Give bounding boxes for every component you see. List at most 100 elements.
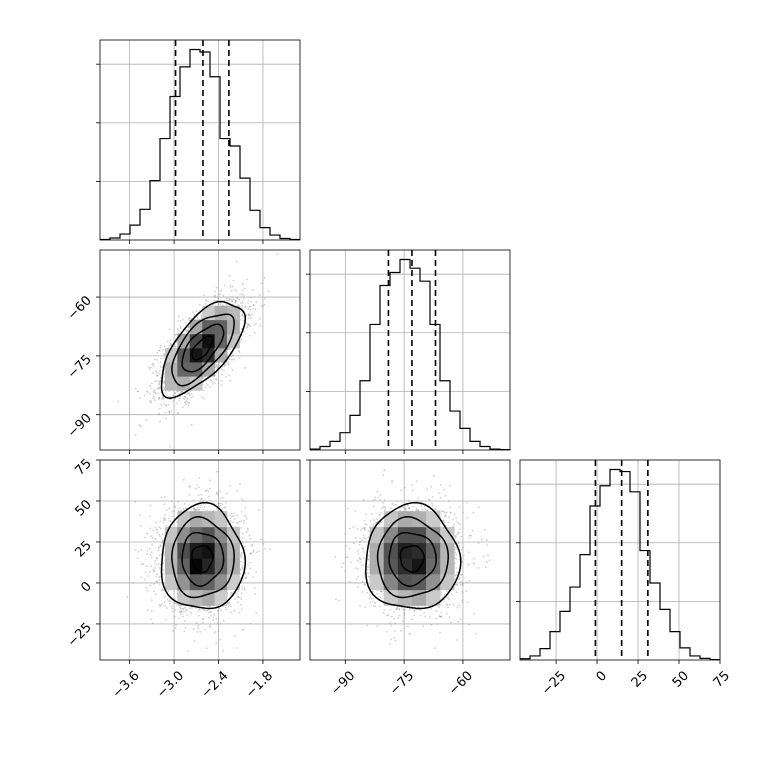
scatter-point: [253, 331, 256, 334]
scatter-point: [243, 561, 245, 564]
scatter-point: [237, 601, 239, 604]
scatter-point: [217, 382, 220, 385]
scatter-point: [164, 404, 167, 407]
scatter-point: [369, 519, 372, 522]
scatter-point: [377, 496, 380, 499]
scatter-point: [186, 393, 189, 396]
scatter-point: [251, 544, 254, 547]
scatter-point: [400, 506, 403, 509]
scatter-point: [369, 601, 372, 604]
scatter-point: [208, 616, 211, 619]
scatter-point: [447, 521, 450, 524]
scatter-point: [411, 483, 414, 486]
panel-frame: [99, 459, 301, 661]
scatter-point: [219, 490, 222, 493]
scatter-point: [202, 500, 205, 502]
scatter-point: [204, 628, 207, 631]
scatter-point: [204, 386, 207, 389]
scatter-point: [192, 499, 195, 502]
scatter-point: [159, 520, 162, 523]
scatter-point: [434, 647, 437, 650]
scatter-point: [200, 504, 202, 507]
scatter-point: [156, 359, 158, 361]
scatter-point: [215, 364, 218, 366]
scatter-point: [179, 325, 182, 328]
density-cell: [214, 589, 228, 606]
scatter-point: [147, 609, 150, 612]
density-cell: [189, 362, 203, 377]
scatter-point: [229, 379, 232, 382]
scatter-point: [258, 294, 261, 297]
scatter-point: [383, 609, 386, 612]
scatter-point: [197, 504, 200, 507]
scatter-point: [154, 380, 157, 383]
scatter-point: [241, 532, 244, 535]
scatter-point: [264, 548, 267, 550]
scatter-point: [185, 400, 188, 402]
scatter-point: [177, 329, 180, 332]
scatter-point: [370, 513, 373, 516]
scatter-point: [247, 299, 250, 302]
scatter-point: [152, 372, 154, 374]
scatter-point: [234, 635, 237, 638]
scatter-point: [363, 536, 366, 539]
scatter-point: [185, 609, 188, 611]
scatter-point: [241, 282, 244, 285]
scatter-point: [241, 566, 244, 569]
scatter-point: [374, 498, 377, 501]
scatter-point: [221, 503, 224, 506]
density-cell: [227, 305, 240, 321]
scatter-point: [149, 553, 152, 556]
scatter-point: [219, 290, 222, 293]
scatter-point: [229, 594, 232, 597]
scatter-point: [363, 528, 366, 530]
scatter-point: [361, 527, 364, 530]
density-cell: [164, 558, 178, 575]
scatter-point: [189, 486, 192, 489]
scatter-point: [342, 562, 344, 564]
scatter-point: [473, 557, 476, 560]
scatter-point: [207, 384, 209, 387]
scatter-point: [236, 297, 239, 300]
scatter-point: [150, 556, 153, 559]
scatter-point: [197, 614, 200, 617]
scatter-point: [461, 599, 464, 602]
density-panel-1-2: [310, 460, 510, 660]
scatter-point: [403, 614, 406, 617]
scatter-point: [247, 324, 249, 327]
scatter-point: [187, 326, 190, 329]
scatter-point: [165, 524, 168, 527]
scatter-point: [391, 502, 394, 505]
scatter-point: [184, 607, 186, 609]
scatter-point: [224, 363, 226, 366]
density-cell: [383, 558, 399, 575]
scatter-point: [155, 528, 158, 531]
scatter-point: [362, 548, 365, 551]
scatter-point: [461, 560, 464, 563]
scatter-point: [236, 489, 239, 492]
scatter-point: [200, 314, 203, 317]
scatter-point: [242, 289, 244, 292]
scatter-point: [165, 509, 168, 511]
scatter-point: [218, 362, 221, 365]
scatter-point: [155, 521, 158, 524]
scatter-point: [213, 632, 216, 635]
scatter-point: [468, 537, 471, 539]
scatter-point: [244, 577, 247, 580]
scatter-point: [140, 548, 143, 551]
scatter-point: [408, 632, 411, 635]
scatter-point: [240, 608, 243, 611]
scatter-point: [239, 318, 242, 321]
scatter-point: [173, 602, 176, 605]
scatter-point: [461, 511, 464, 514]
scatter-point: [431, 502, 433, 505]
scatter-point: [183, 397, 186, 400]
scatter-point: [212, 304, 214, 306]
scatter-point: [380, 511, 383, 514]
scatter-point: [158, 547, 160, 549]
scatter-point: [367, 575, 370, 578]
scatter-point: [154, 559, 157, 562]
scatter-point: [190, 612, 193, 615]
scatter-point: [245, 518, 248, 520]
scatter-point: [276, 252, 279, 255]
